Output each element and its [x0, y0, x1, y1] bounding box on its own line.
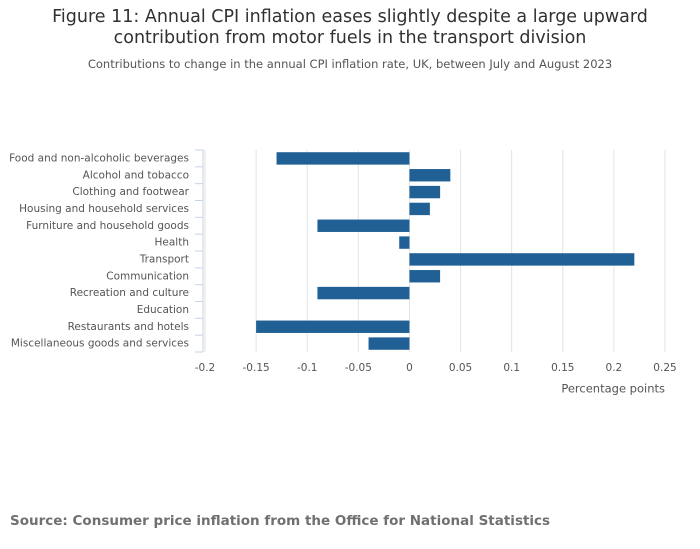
source-note: Source: Consumer price inflation from th… [10, 513, 551, 529]
y-tick-label: Clothing and footwear [72, 186, 189, 198]
bar [409, 169, 451, 182]
chart-title: Figure 11: Annual CPI inflation eases sl… [52, 7, 648, 48]
bar [368, 337, 410, 350]
y-tick-label: Furniture and household goods [26, 220, 189, 232]
bar [409, 185, 441, 199]
x-tick-label: 0.15 [551, 362, 574, 374]
bar [409, 202, 430, 216]
bar [317, 286, 410, 300]
y-tick-label: Education [137, 304, 189, 316]
x-tick-label: -0.1 [297, 362, 318, 374]
x-tick-label: 0.2 [606, 362, 623, 374]
bar [399, 236, 410, 249]
bar [409, 253, 635, 266]
x-tick-label: -0.2 [195, 362, 216, 374]
y-tick-label: Health [155, 237, 189, 249]
y-tick-label: Communication [106, 270, 189, 282]
x-tick-label: 0 [406, 362, 413, 374]
y-tick-label: Housing and household services [19, 203, 189, 215]
chart-subtitle: Contributions to change in the annual CP… [87, 57, 613, 71]
x-tick-label: 0.25 [653, 362, 676, 374]
x-tick-label: -0.15 [243, 362, 270, 374]
bar [276, 152, 410, 165]
y-tick-label: Transport [139, 253, 189, 265]
x-tick-label: 0.05 [449, 362, 472, 374]
y-tick-label: Miscellaneous goods and services [11, 338, 189, 350]
x-tick-label: -0.05 [345, 362, 372, 374]
x-axis-label: Percentage points [561, 382, 665, 396]
y-tick-label: Food and non-alcoholic beverages [9, 152, 189, 164]
y-tick-label: Recreation and culture [70, 287, 189, 299]
y-tick-label: Alcohol and tobacco [83, 169, 189, 181]
x-tick-label: 0.1 [503, 362, 520, 374]
bar [317, 219, 410, 232]
bar [256, 320, 410, 333]
bar [409, 270, 441, 283]
y-tick-label: Restaurants and hotels [68, 321, 189, 333]
